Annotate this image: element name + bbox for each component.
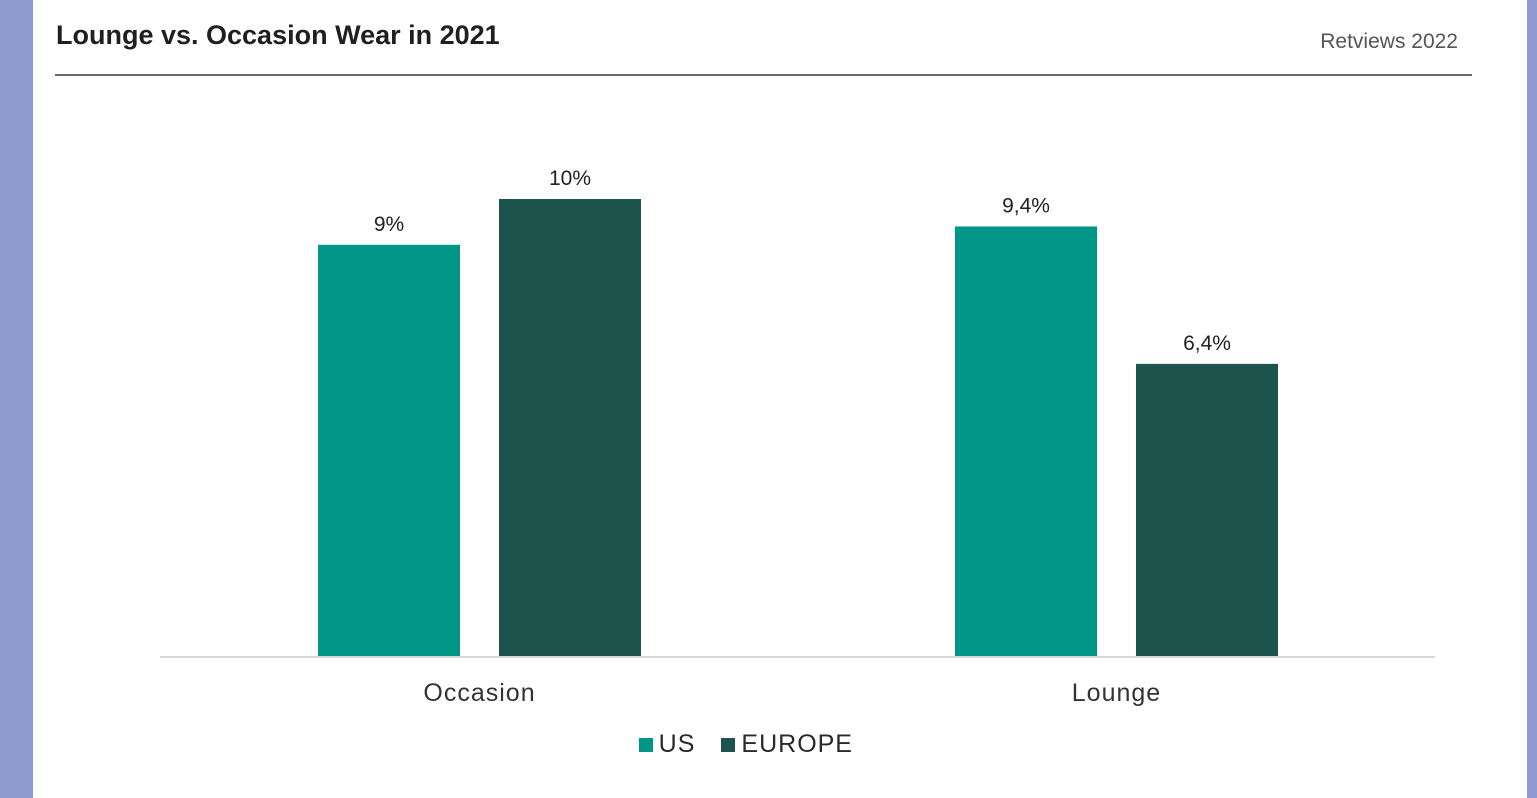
legend-swatch-us (638, 737, 653, 752)
legend-label-europe: EUROPE (741, 730, 853, 758)
bar-lounge-us (955, 226, 1097, 658)
category-labels-group: Occasion Lounge (423, 679, 1161, 707)
chart-title: Lounge vs. Occasion Wear in 2021 (56, 20, 500, 50)
legend-label-us: US (658, 730, 696, 758)
category-label-lounge: Lounge (1072, 679, 1161, 707)
value-label-lounge-us: 9,4% (1002, 194, 1050, 217)
value-label-occasion-us: 9% (374, 213, 404, 236)
source-label: Retviews 2022 (1320, 30, 1458, 53)
legend-swatch-europe (721, 737, 736, 752)
chart-card: Lounge vs. Occasion Wear in 2021 Retview… (33, 0, 1527, 798)
category-label-occasion: Occasion (423, 679, 535, 707)
value-labels-group: 9% 10% 9,4% 6,4% (374, 167, 1231, 355)
bar-lounge-europe (1136, 363, 1278, 657)
value-label-occasion-europe: 10% (549, 167, 591, 190)
legend-item-europe: EUROPE (721, 730, 853, 759)
legend-item-us: US (638, 730, 696, 759)
bar-chart: 9% 10% 9,4% 6,4% Occasion Lounge (160, 167, 1435, 707)
bars-group (318, 199, 1278, 658)
legend: US EUROPE (33, 730, 853, 759)
title-divider (55, 74, 1472, 76)
value-label-lounge-europe: 6,4% (1183, 332, 1231, 355)
bar-occasion-europe (499, 199, 641, 657)
bar-occasion-us (318, 244, 460, 658)
